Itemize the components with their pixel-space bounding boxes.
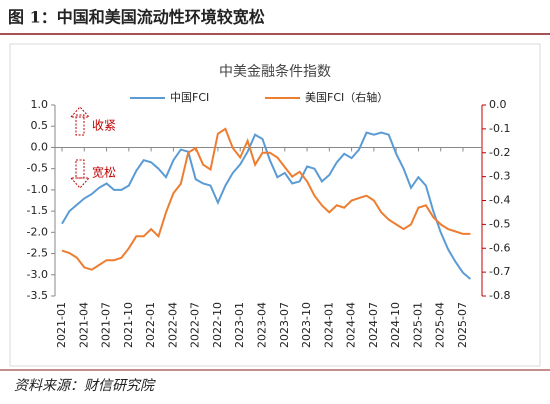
legend-label: 中国FCI (170, 91, 209, 104)
x-tick-label: 2025-01 (411, 302, 424, 348)
y2-tick-label: -0.3 (489, 170, 510, 183)
line-series (61, 131, 472, 280)
line-series (61, 127, 471, 271)
x-tick-label: 2024-07 (367, 302, 380, 348)
y-tick-label: -1.5 (27, 204, 48, 217)
x-tick-label: 2025-07 (456, 302, 469, 348)
y-tick-label: -0.5 (27, 162, 48, 175)
x-tick-label: 2022-10 (211, 302, 224, 348)
y-tick-label: -2.0 (27, 225, 48, 238)
y2-tick-label: -0.7 (489, 265, 510, 278)
arrow-down-box (75, 159, 85, 179)
page-title: 图 1：中国和美国流动性环境较宽松 (8, 8, 265, 27)
y-tick-label: 0.5 (31, 119, 49, 132)
y2-tick-label: -0.5 (489, 217, 510, 230)
y2-tick-label: -0.8 (489, 289, 510, 302)
x-tick-label: 2023-01 (233, 302, 246, 348)
x-tick-label: 2022-01 (144, 302, 157, 348)
x-tick-label: 2024-10 (389, 302, 402, 348)
x-tick-label: 2021-04 (77, 302, 90, 348)
x-tick-label: 2022-04 (166, 302, 179, 348)
y2-tick-label: -0.6 (489, 241, 510, 254)
x-tick-label: 2024-04 (345, 302, 358, 348)
y2-tick-label: 0.0 (489, 98, 507, 111)
y2-tick-label: -0.2 (489, 146, 510, 159)
y-tick-label: -1.0 (27, 183, 48, 196)
annotation: 收紧 (92, 119, 116, 133)
chart-title: 中美金融条件指数 (219, 63, 331, 80)
x-tick-label: 2021-10 (122, 302, 135, 348)
legend-label: 美国FCI（右轴） (305, 90, 388, 104)
x-tick-label: 2021-01 (55, 302, 68, 348)
y-tick-label: 1.0 (31, 98, 49, 111)
y-tick-label: -3.0 (27, 268, 48, 281)
chart-frame (9, 43, 541, 367)
x-tick-label: 2025-04 (434, 302, 447, 348)
y-tick-label: -2.5 (27, 247, 48, 260)
y-tick-label: 0.0 (31, 140, 49, 153)
source: 资料来源：财信研究院 (14, 378, 156, 394)
y-tick-label: -3.5 (27, 289, 48, 302)
arrow-up-head (69, 106, 91, 118)
arrow-down-head (69, 177, 91, 189)
arrow-up-box (75, 114, 85, 136)
x-tick-label: 2023-07 (278, 302, 291, 348)
x-tick-label: 2024-01 (322, 302, 335, 348)
x-tick-label: 2022-07 (189, 302, 202, 348)
x-tick-label: 2021-07 (100, 302, 113, 348)
annotation: 宽松 (92, 165, 116, 180)
y2-tick-label: -0.4 (489, 194, 510, 207)
x-tick-label: 2023-04 (256, 302, 269, 348)
x-tick-label: 2023-10 (300, 302, 313, 348)
y2-tick-label: -0.1 (489, 122, 510, 135)
